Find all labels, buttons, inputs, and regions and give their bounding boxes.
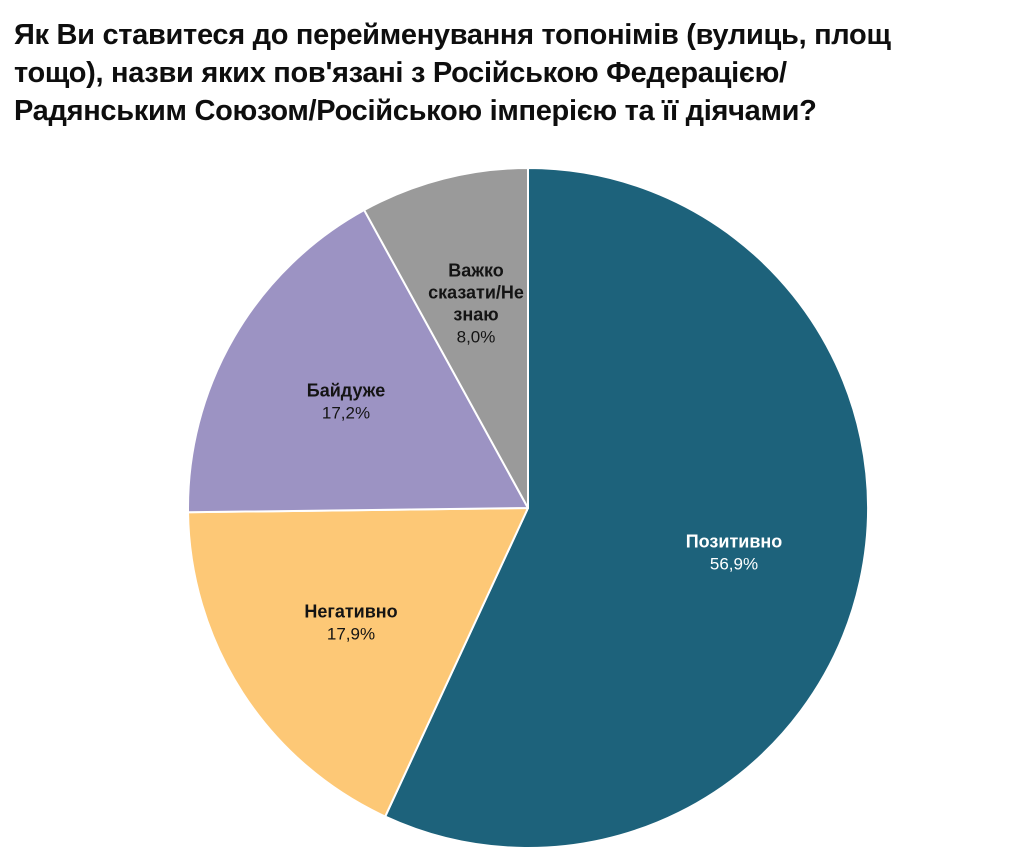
chart-title-line-1: Як Ви ставитеся до перейменування топоні… xyxy=(14,19,891,51)
chart-title-line-2: тощо), назви яких пов'язані з Російською… xyxy=(14,57,787,89)
pie-slice-1 xyxy=(384,167,870,849)
chart-title-line-3: Радянським Союзом/Російською імперією та… xyxy=(14,95,817,127)
pie-slices xyxy=(187,167,870,849)
chart-title: Як Ви ставитеся до перейменування топоні… xyxy=(14,16,1014,130)
pie-slice-4 xyxy=(363,167,529,509)
pie-slice-2 xyxy=(187,507,529,818)
pie-slice-3 xyxy=(187,209,529,514)
